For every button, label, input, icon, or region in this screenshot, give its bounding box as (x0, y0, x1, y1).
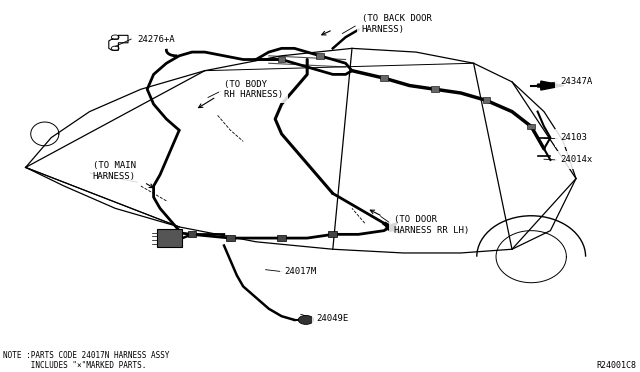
Text: 24017M: 24017M (285, 267, 317, 276)
Text: 24347A: 24347A (560, 77, 592, 86)
Bar (316, 53, 324, 59)
Text: (TO BODY
RH HARNESS): (TO BODY RH HARNESS) (224, 80, 283, 99)
Bar (188, 231, 196, 237)
FancyArrow shape (383, 222, 401, 233)
Circle shape (298, 315, 314, 324)
Text: 24276+A: 24276+A (138, 35, 175, 44)
Bar (278, 57, 285, 62)
Text: 24103: 24103 (560, 133, 587, 142)
Bar (226, 235, 235, 241)
Text: (TO MAIN
HARNESS): (TO MAIN HARNESS) (93, 161, 136, 181)
Text: (TO BACK DOOR
HARNESS): (TO BACK DOOR HARNESS) (362, 15, 431, 34)
Bar (527, 124, 535, 129)
Text: 24049E: 24049E (317, 314, 349, 323)
Text: 24014x: 24014x (560, 155, 592, 164)
FancyBboxPatch shape (157, 229, 182, 247)
Bar (277, 235, 286, 241)
Bar (380, 75, 388, 81)
Bar (431, 86, 439, 92)
Text: (TO DOOR
HARNESS RR LH): (TO DOOR HARNESS RR LH) (394, 215, 469, 235)
Text: R24001C8: R24001C8 (596, 361, 637, 370)
Text: NOTE :PARTS CODE 24017N HARNESS ASSY
      INCLUDES "×"MARKED PARTS.: NOTE :PARTS CODE 24017N HARNESS ASSY INC… (3, 351, 170, 370)
Bar (328, 231, 337, 237)
Bar (483, 97, 490, 103)
FancyArrow shape (538, 81, 564, 90)
